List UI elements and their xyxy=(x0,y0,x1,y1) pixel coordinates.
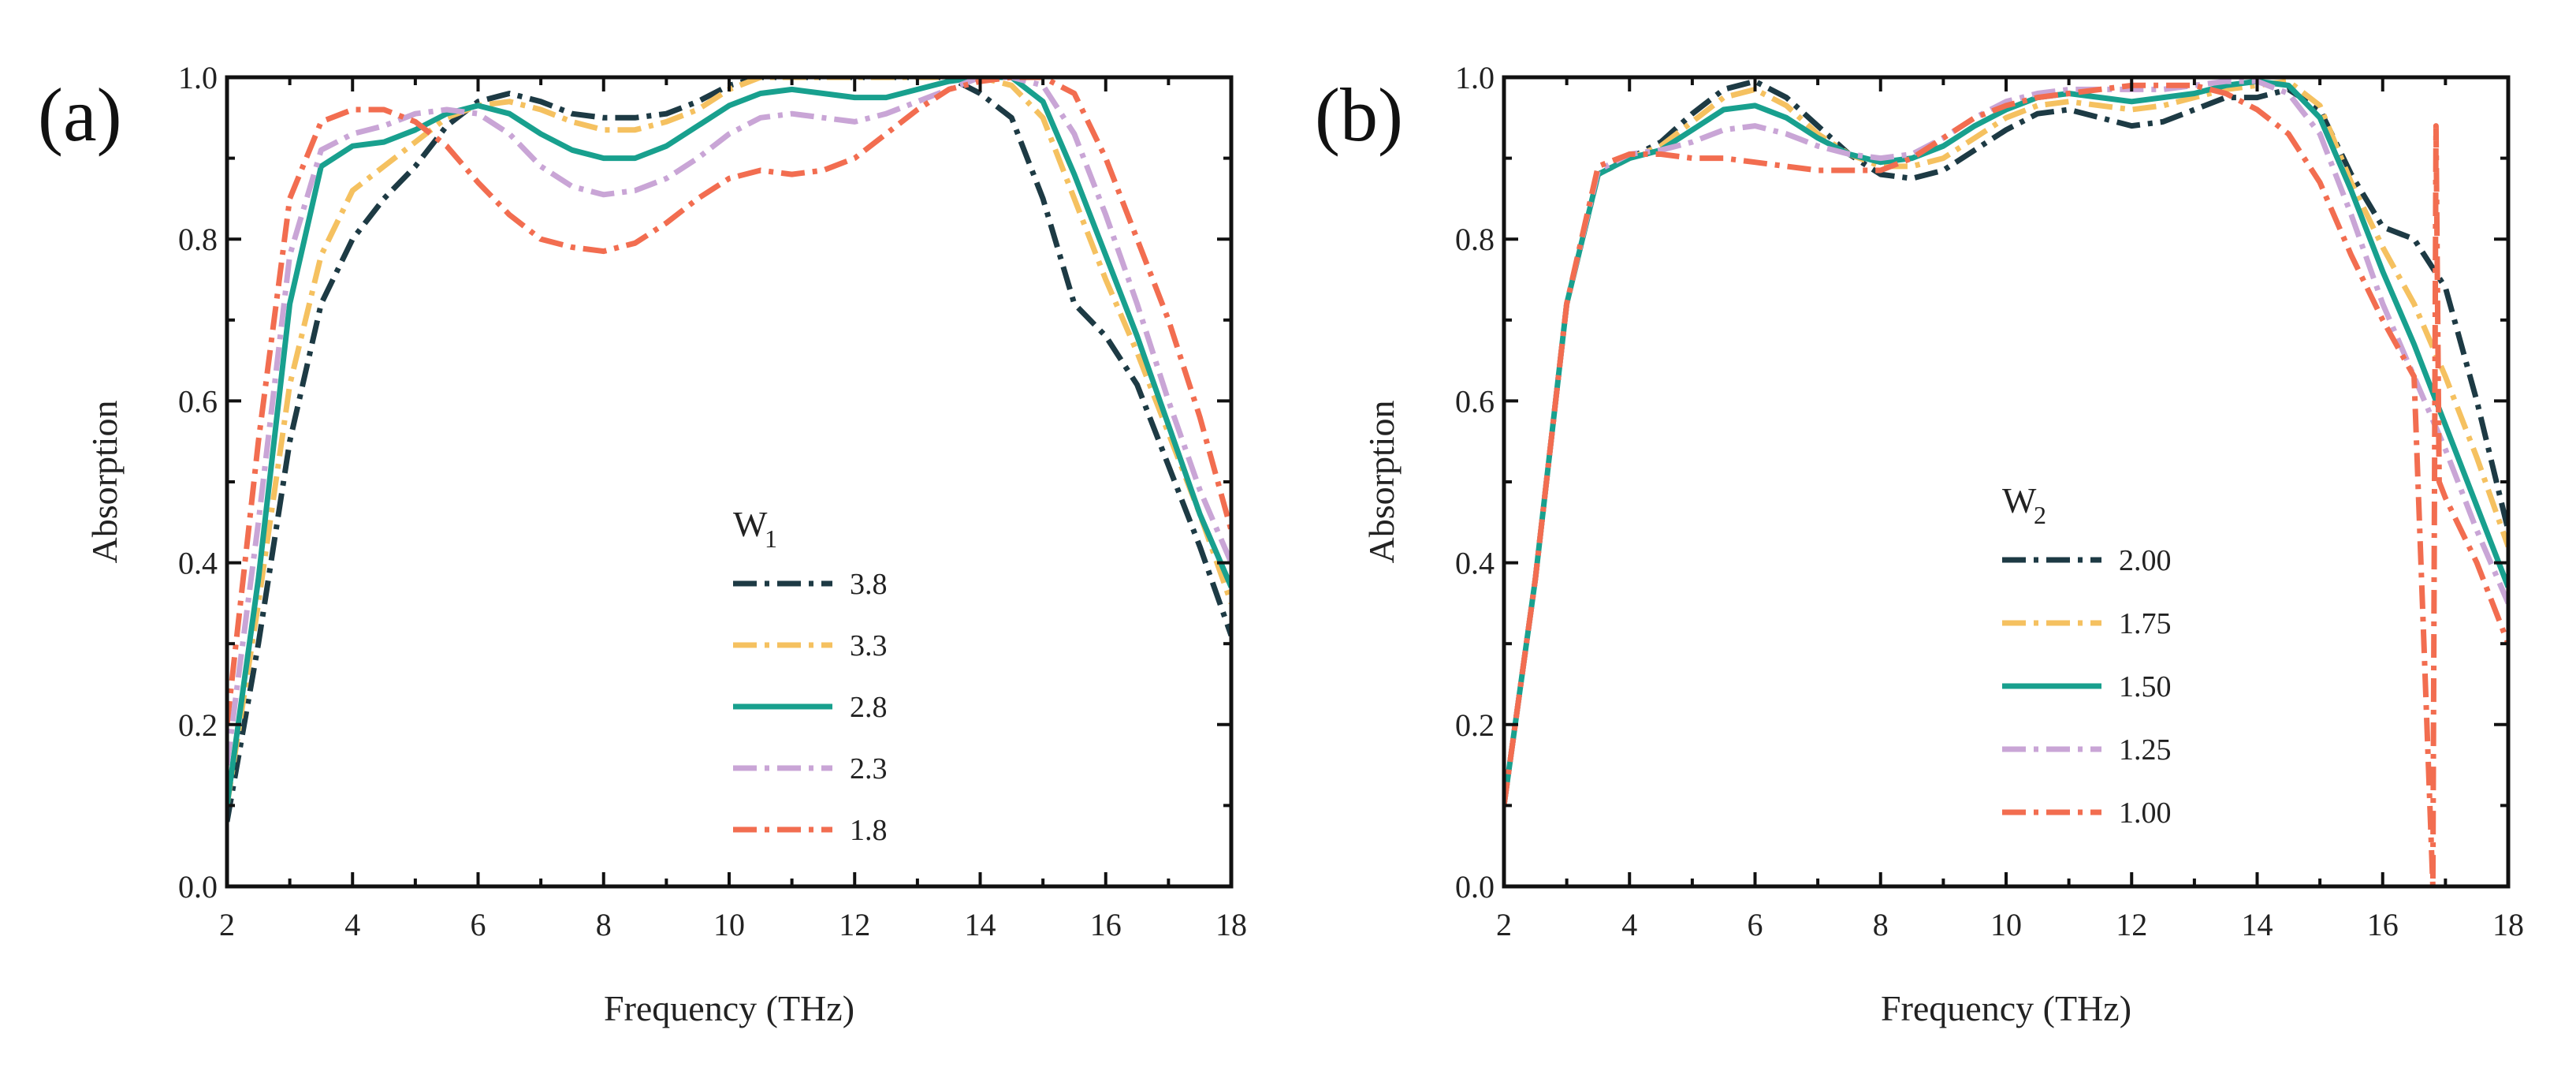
legend-title: W xyxy=(2002,480,2037,520)
series-line-1.50 xyxy=(1504,78,2508,806)
x-tick-label: 12 xyxy=(839,907,870,942)
x-tick-label: 4 xyxy=(1621,907,1637,942)
x-tick-label: 8 xyxy=(1873,907,1889,942)
y-tick-label: 0.4 xyxy=(178,546,218,581)
y-tick-label: 0.0 xyxy=(178,869,218,905)
series-group xyxy=(1504,78,2508,886)
x-tick-label: 2 xyxy=(1496,907,1512,942)
legend-title-subscript: 1 xyxy=(765,524,777,553)
x-tick-label: 14 xyxy=(2242,907,2273,942)
legend-entry-3.8: 3.8 xyxy=(850,568,888,601)
legend-entry-1.25: 1.25 xyxy=(2119,733,2172,767)
series-line-1.00 xyxy=(1504,82,2508,886)
legend-entry-2.00: 2.00 xyxy=(2119,544,2172,577)
x-tick-label: 10 xyxy=(1990,907,2022,942)
x-tick-label: 14 xyxy=(965,907,996,942)
x-tick-label: 8 xyxy=(596,907,612,942)
series-line-2.3 xyxy=(227,77,1231,766)
legend-entry-2.3: 2.3 xyxy=(850,752,888,785)
chart-panel-a: 2 4 6 8 10 12 14 16 18 0.0 0.2 0.4 0.6 0.8 1.0 Frequenc… xyxy=(38,60,1247,1028)
x-tick-label: 18 xyxy=(2492,907,2524,942)
legend-title-subscript: 2 xyxy=(2034,501,2046,529)
legend-entry-1.8: 1.8 xyxy=(850,814,888,847)
y-tick-label: 0.0 xyxy=(1455,869,1495,905)
legend-entry-2.8: 2.8 xyxy=(850,691,888,724)
x-tick-label: 16 xyxy=(2367,907,2399,942)
y-tick-label: 0.4 xyxy=(1455,546,1495,581)
x-axis-label: Frequency (THz) xyxy=(604,988,854,1028)
y-tick-label: 0.2 xyxy=(1455,707,1495,743)
x-tick-label: 16 xyxy=(1090,907,1122,942)
y-tick-label: 0.6 xyxy=(178,383,218,419)
legend-entry-3.3: 3.3 xyxy=(850,629,888,662)
plot-frame xyxy=(225,75,1234,889)
y-tick-label: 0.8 xyxy=(178,222,218,257)
y-tick-label: 0.2 xyxy=(178,707,218,743)
legend-entry-1.75: 1.75 xyxy=(2119,607,2172,640)
y-axis-label: Absorption xyxy=(1361,401,1402,564)
y-axis-label: Absorption xyxy=(84,401,125,564)
legend-title: W xyxy=(733,504,768,544)
legend-entry-1.00: 1.00 xyxy=(2119,797,2172,830)
panel-label: (a) xyxy=(38,73,122,157)
y-tick-label: 1.0 xyxy=(1455,60,1495,95)
x-tick-label: 18 xyxy=(1215,907,1247,942)
series-line-1.75 xyxy=(1504,78,2508,806)
legend-entry-1.50: 1.50 xyxy=(2119,670,2172,703)
legend: W1 3.8 3.3 2.8 2.3 1.8 xyxy=(733,504,888,847)
x-tick-label: 4 xyxy=(344,907,360,942)
series-line-1.8 xyxy=(227,77,1231,726)
y-tick-label: 0.8 xyxy=(1455,222,1495,257)
chart-panel-b: 2 4 6 8 10 12 14 16 18 0.0 0.2 0.4 0.6 0.8 1.0 Frequenc… xyxy=(1315,60,2524,1028)
series-line-2.8 xyxy=(227,77,1231,806)
y-tick-label: 0.6 xyxy=(1455,383,1495,419)
x-tick-label: 6 xyxy=(471,907,486,942)
panel-label: (b) xyxy=(1315,73,1403,157)
x-axis-label: Frequency (THz) xyxy=(1881,988,2131,1028)
x-tick-label: 2 xyxy=(219,907,235,942)
legend: W2 2.00 1.75 1.50 1.25 1.00 xyxy=(2002,480,2172,830)
series-line-2.00 xyxy=(1504,78,2508,806)
y-tick-label: 1.0 xyxy=(178,60,218,95)
x-tick-label: 10 xyxy=(713,907,745,942)
x-tick-label: 12 xyxy=(2116,907,2147,942)
series-line-1.25 xyxy=(1504,78,2508,806)
x-tick-label: 6 xyxy=(1748,907,1763,942)
series-group xyxy=(227,77,1231,823)
